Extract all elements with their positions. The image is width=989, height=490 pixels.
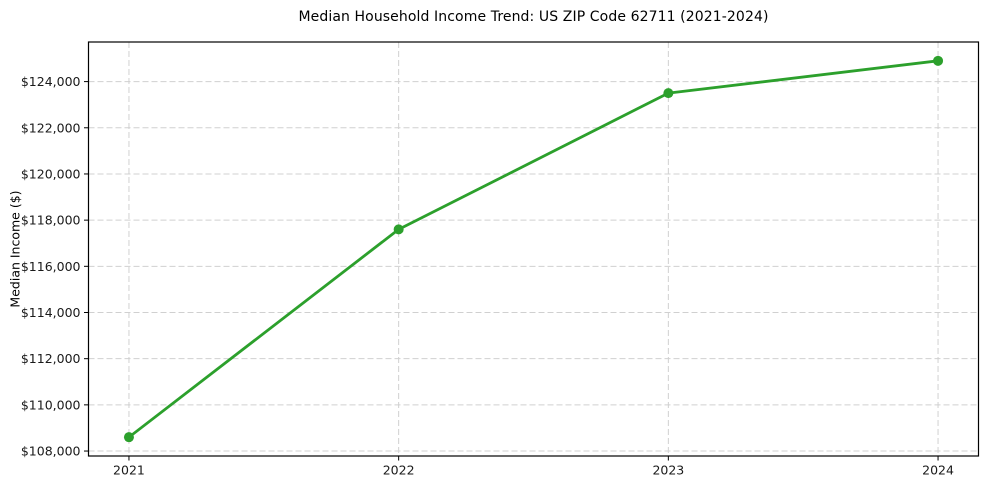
x-tick-label: 2023 bbox=[652, 463, 684, 478]
trend-line bbox=[127, 59, 940, 439]
data-point-marker bbox=[123, 432, 134, 443]
plot-border bbox=[87, 41, 980, 457]
y-axis-label: Median Income ($) bbox=[7, 190, 23, 308]
chart-title: Median Household Income Trend: US ZIP Co… bbox=[298, 9, 769, 25]
y-tick-label: $118,000 bbox=[21, 213, 81, 228]
y-tick-label: $122,000 bbox=[21, 120, 81, 135]
x-tick-label: 2021 bbox=[113, 463, 145, 478]
x-tick-label: 2022 bbox=[383, 463, 415, 478]
x-tick-label: 2024 bbox=[922, 463, 954, 478]
y-tick-label: $120,000 bbox=[21, 166, 81, 181]
y-tick-label: $108,000 bbox=[21, 444, 81, 459]
y-tick-label: $112,000 bbox=[21, 351, 81, 366]
y-tick-label: $116,000 bbox=[21, 259, 81, 274]
y-tick-label: $124,000 bbox=[21, 74, 81, 89]
y-tick-label: $110,000 bbox=[21, 397, 81, 412]
data-point-marker bbox=[933, 55, 944, 66]
data-point-marker bbox=[393, 224, 404, 235]
y-tick-label: $114,000 bbox=[21, 305, 81, 320]
data-point-marker bbox=[663, 88, 674, 99]
plot-area bbox=[88, 42, 979, 456]
